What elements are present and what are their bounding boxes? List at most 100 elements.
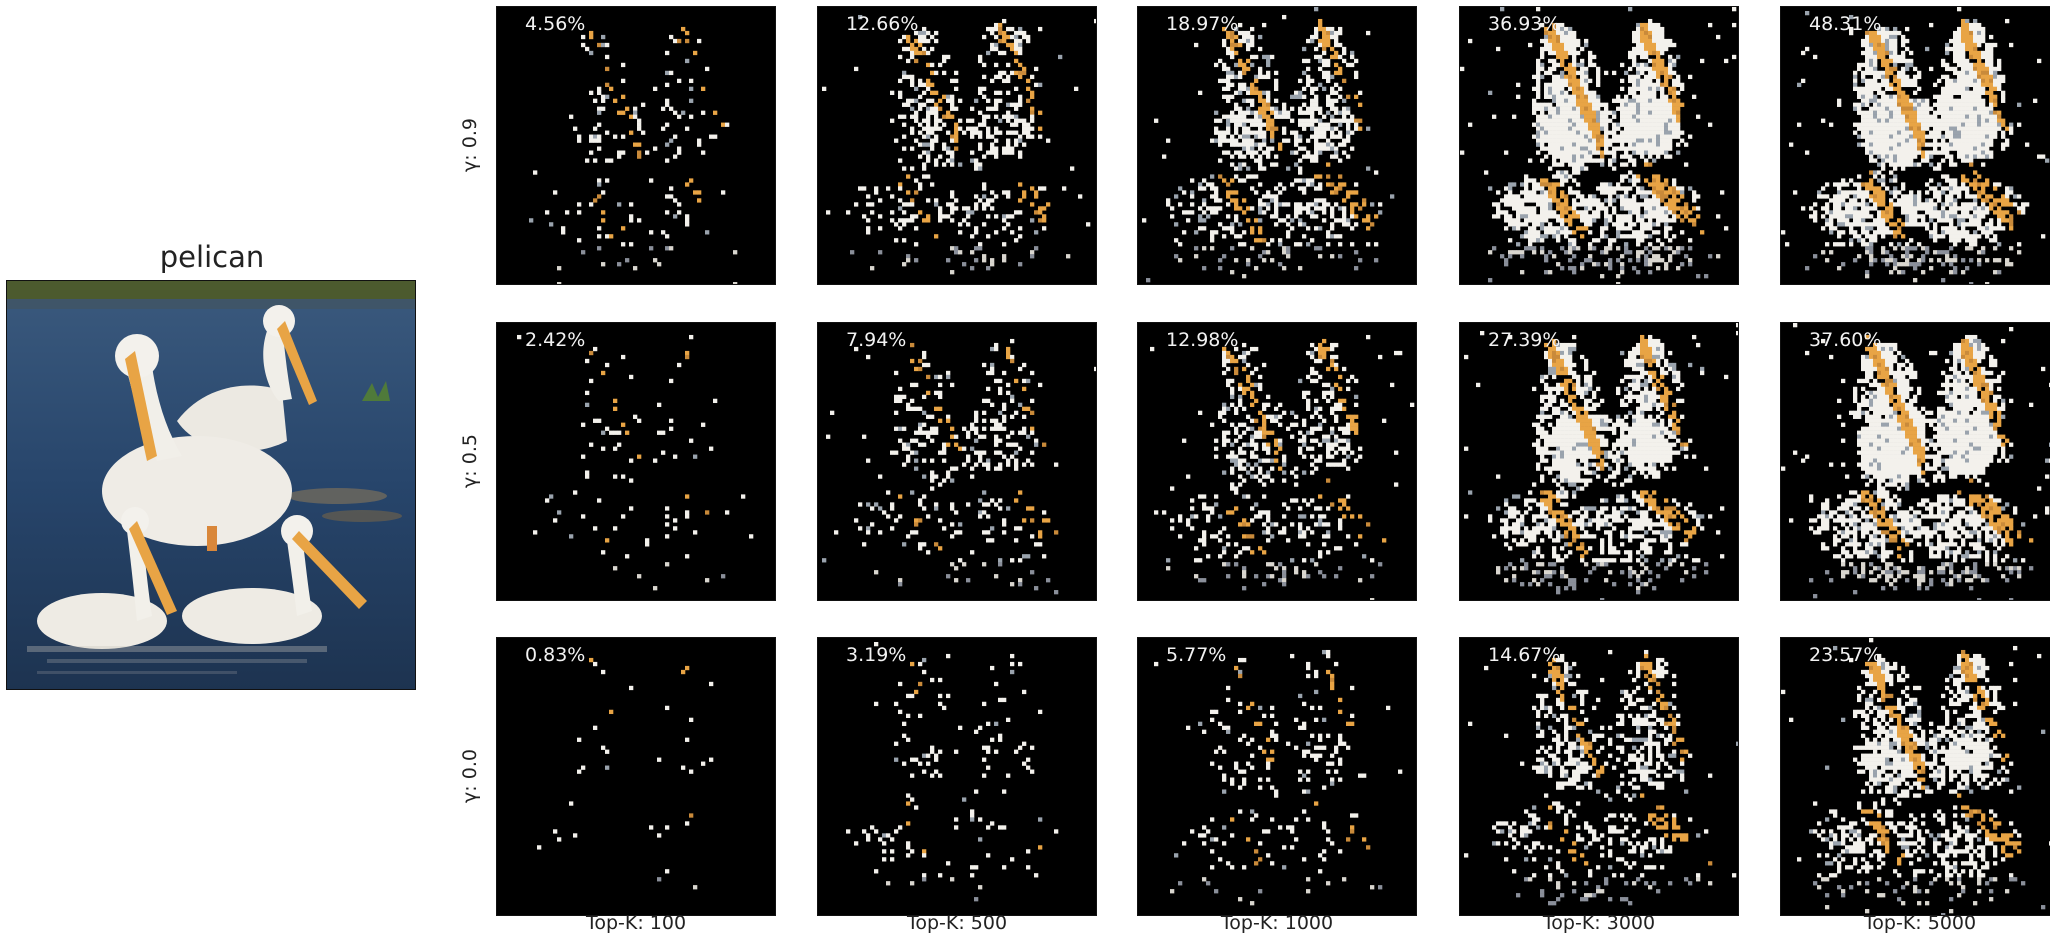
mask-pixel bbox=[1042, 206, 1046, 210]
mask-pixel bbox=[990, 43, 994, 47]
mask-pixel bbox=[1668, 139, 1672, 143]
mask-pixel bbox=[1648, 258, 1652, 262]
mask-pixel bbox=[1492, 246, 1496, 250]
mask-pixel bbox=[1937, 182, 1941, 186]
mask-pixel bbox=[1226, 115, 1230, 119]
mask-pixel bbox=[1532, 238, 1536, 242]
mask-pixel bbox=[1254, 143, 1258, 147]
mask-pixel bbox=[1957, 107, 1961, 111]
mask-pixel bbox=[1889, 39, 1893, 43]
mask-pixel bbox=[545, 210, 549, 214]
mask-pixel bbox=[1897, 202, 1901, 206]
mask-pixel bbox=[1981, 55, 1985, 59]
mask-pixel bbox=[1941, 250, 1945, 254]
mask-pixel bbox=[1877, 218, 1881, 222]
mask-pixel bbox=[1250, 99, 1254, 103]
mask-pixel bbox=[1278, 202, 1282, 206]
mask-pixel bbox=[1857, 222, 1861, 226]
mask-pixel bbox=[1893, 174, 1897, 178]
mask-pixel bbox=[1342, 119, 1346, 123]
mask-pixel bbox=[1330, 154, 1334, 158]
mask-pixel bbox=[1652, 139, 1656, 143]
mask-pixel bbox=[1933, 135, 1937, 139]
mask-pixel bbox=[1018, 135, 1022, 139]
mask-pixel bbox=[1226, 123, 1230, 127]
mask-pixel bbox=[1282, 202, 1286, 206]
mask-pixel bbox=[1564, 147, 1568, 151]
mask-pixel bbox=[1865, 210, 1869, 214]
mask-pixel bbox=[1194, 43, 1198, 47]
mask-pixel bbox=[1656, 246, 1660, 250]
mask-pixel bbox=[1262, 238, 1266, 242]
mask-pixel bbox=[1556, 174, 1560, 178]
mask-pixel bbox=[1038, 383, 1042, 387]
mask-pixel bbox=[673, 111, 677, 115]
mask-pixel bbox=[1901, 186, 1905, 190]
mask-pixel bbox=[1568, 83, 1572, 87]
mask-pixel bbox=[1636, 250, 1640, 254]
mask-pixel bbox=[1512, 115, 1516, 119]
mask-pixel bbox=[1881, 95, 1885, 99]
mask-pixel bbox=[1230, 154, 1234, 158]
mask-pixel bbox=[1644, 95, 1648, 99]
mask-pixel bbox=[637, 154, 641, 158]
mask-pixel bbox=[1318, 254, 1322, 258]
mask-pixel bbox=[1202, 246, 1206, 250]
mask-pixel bbox=[1861, 206, 1865, 210]
mask-pixel bbox=[1572, 51, 1576, 55]
mask-pixel bbox=[1897, 31, 1901, 35]
mask-pixel bbox=[1688, 246, 1692, 250]
mask-pixel bbox=[1981, 182, 1985, 186]
original-image-title: pelican bbox=[6, 240, 418, 274]
mask-pixel bbox=[1909, 158, 1913, 162]
mask-pixel bbox=[1993, 182, 1997, 186]
mask-pixel bbox=[1628, 67, 1632, 71]
mask-pixel bbox=[926, 363, 930, 367]
mask-pixel bbox=[1218, 206, 1222, 210]
mask-pixel bbox=[982, 258, 986, 262]
mask-pixel bbox=[1668, 123, 1672, 127]
mask-pixel bbox=[994, 154, 998, 158]
mask-pixel bbox=[1664, 190, 1668, 194]
mask-pixel bbox=[1929, 214, 1933, 218]
mask-pixel bbox=[1989, 202, 1993, 206]
mask-pixel bbox=[601, 210, 605, 214]
mask-pixel bbox=[1338, 182, 1342, 186]
mask-pixel bbox=[1576, 214, 1580, 218]
mask-pixel bbox=[1885, 51, 1889, 55]
mask-pixel bbox=[1901, 103, 1905, 107]
mask-pixel bbox=[1965, 111, 1969, 115]
mask-pixel bbox=[1973, 206, 1977, 210]
mask-pixel bbox=[1552, 119, 1556, 123]
mask-pixel bbox=[1250, 147, 1254, 151]
mask-pixel bbox=[1945, 194, 1949, 198]
mask-pixel bbox=[1588, 202, 1592, 206]
mask-pixel bbox=[1238, 119, 1242, 123]
mask-pixel bbox=[1504, 198, 1508, 202]
mask-pixel bbox=[721, 574, 725, 578]
mask-pixel bbox=[1841, 210, 1845, 214]
mask-pixel bbox=[926, 415, 930, 419]
mask-pixel bbox=[1869, 115, 1873, 119]
mask-pixel bbox=[1873, 83, 1877, 87]
mask-pixel bbox=[1881, 214, 1885, 218]
mask-pixel bbox=[1338, 87, 1342, 91]
mask-pixel bbox=[1929, 131, 1933, 135]
mask-pixel bbox=[902, 218, 906, 222]
mask-pixel bbox=[1869, 150, 1873, 154]
mask-pixel bbox=[1993, 198, 1997, 202]
mask-pixel bbox=[1668, 186, 1672, 190]
mask-pixel bbox=[1925, 226, 1929, 230]
mask-pixel bbox=[1909, 131, 1913, 135]
mask-pixel bbox=[1981, 67, 1985, 71]
mask-pixel bbox=[1925, 119, 1929, 123]
mask-pixel bbox=[2001, 91, 2005, 95]
mask-pixel bbox=[573, 490, 577, 494]
mask-pixel bbox=[1877, 75, 1881, 79]
mask-pixel bbox=[1588, 218, 1592, 222]
mask-pixel bbox=[1564, 234, 1568, 238]
mask-pixel bbox=[1973, 218, 1977, 222]
mask-pixel bbox=[1540, 222, 1544, 226]
mask-pixel bbox=[1853, 103, 1857, 107]
mask-pixel bbox=[1636, 254, 1640, 258]
